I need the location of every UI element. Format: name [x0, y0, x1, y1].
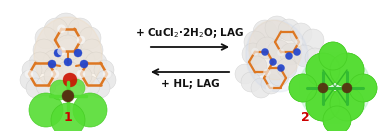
Circle shape — [36, 76, 56, 96]
Ellipse shape — [249, 20, 301, 80]
Ellipse shape — [246, 20, 308, 92]
Circle shape — [349, 74, 377, 102]
Circle shape — [261, 74, 281, 94]
Circle shape — [306, 53, 340, 87]
Circle shape — [244, 31, 266, 53]
Circle shape — [296, 39, 302, 45]
Circle shape — [256, 37, 278, 59]
Circle shape — [323, 106, 351, 131]
Circle shape — [103, 70, 111, 78]
Circle shape — [235, 64, 255, 84]
Circle shape — [55, 35, 81, 61]
Circle shape — [25, 70, 33, 78]
Circle shape — [50, 80, 70, 100]
Circle shape — [277, 49, 285, 56]
Circle shape — [293, 48, 301, 56]
Circle shape — [77, 36, 85, 44]
Text: + CuCl$_{2}$·2H$_{2}$O; LAG: + CuCl$_{2}$·2H$_{2}$O; LAG — [135, 26, 245, 40]
Circle shape — [266, 84, 273, 91]
Circle shape — [79, 27, 101, 49]
Circle shape — [294, 45, 316, 67]
Circle shape — [74, 49, 82, 57]
Text: 2: 2 — [301, 111, 309, 124]
Circle shape — [77, 70, 85, 78]
Circle shape — [33, 39, 55, 61]
Circle shape — [306, 87, 340, 121]
Circle shape — [306, 87, 340, 121]
Circle shape — [265, 16, 289, 40]
Circle shape — [253, 20, 277, 44]
Circle shape — [319, 42, 347, 70]
Circle shape — [85, 52, 107, 74]
Circle shape — [80, 76, 100, 96]
Circle shape — [242, 43, 264, 65]
Circle shape — [56, 61, 80, 85]
Circle shape — [349, 74, 377, 102]
Circle shape — [305, 48, 325, 68]
Circle shape — [342, 83, 352, 93]
Circle shape — [20, 70, 40, 90]
Circle shape — [44, 18, 68, 42]
Circle shape — [263, 69, 271, 76]
Circle shape — [63, 91, 73, 101]
Circle shape — [330, 53, 364, 87]
Circle shape — [22, 60, 42, 80]
Circle shape — [267, 40, 291, 64]
Circle shape — [80, 60, 88, 68]
Circle shape — [94, 60, 114, 80]
Circle shape — [26, 78, 46, 98]
Circle shape — [306, 53, 340, 87]
Circle shape — [62, 90, 74, 102]
Circle shape — [68, 18, 92, 42]
Circle shape — [330, 87, 364, 121]
Circle shape — [73, 93, 107, 127]
Circle shape — [90, 78, 110, 98]
Circle shape — [51, 103, 85, 131]
Circle shape — [53, 13, 79, 39]
Circle shape — [251, 48, 259, 55]
Circle shape — [29, 93, 63, 127]
Circle shape — [269, 66, 289, 86]
Circle shape — [277, 58, 297, 78]
Circle shape — [57, 47, 65, 55]
Circle shape — [241, 72, 261, 92]
Text: + HL; LAG: + HL; LAG — [161, 79, 219, 89]
Circle shape — [57, 25, 65, 33]
Circle shape — [51, 70, 59, 78]
Ellipse shape — [34, 17, 102, 95]
Circle shape — [81, 39, 103, 61]
Circle shape — [280, 43, 302, 65]
Circle shape — [29, 52, 51, 74]
Circle shape — [247, 56, 267, 76]
Circle shape — [289, 74, 317, 102]
Circle shape — [278, 19, 300, 41]
Circle shape — [290, 23, 312, 45]
Circle shape — [54, 49, 62, 57]
Circle shape — [277, 64, 285, 72]
Circle shape — [43, 50, 65, 72]
Circle shape — [72, 66, 92, 86]
Circle shape — [73, 49, 95, 71]
Circle shape — [330, 53, 364, 87]
Circle shape — [48, 60, 56, 68]
Circle shape — [35, 27, 57, 49]
Ellipse shape — [299, 52, 371, 124]
Circle shape — [63, 73, 77, 87]
Circle shape — [318, 83, 328, 93]
Circle shape — [44, 66, 64, 86]
Circle shape — [323, 106, 351, 131]
Circle shape — [330, 87, 364, 121]
Circle shape — [96, 70, 116, 90]
Circle shape — [64, 58, 72, 66]
Circle shape — [302, 29, 324, 51]
Circle shape — [319, 42, 347, 70]
Circle shape — [270, 59, 276, 66]
Circle shape — [289, 74, 317, 102]
Circle shape — [285, 53, 293, 59]
Circle shape — [262, 48, 268, 56]
Circle shape — [251, 78, 271, 98]
Circle shape — [67, 79, 85, 97]
Text: 1: 1 — [64, 111, 72, 124]
